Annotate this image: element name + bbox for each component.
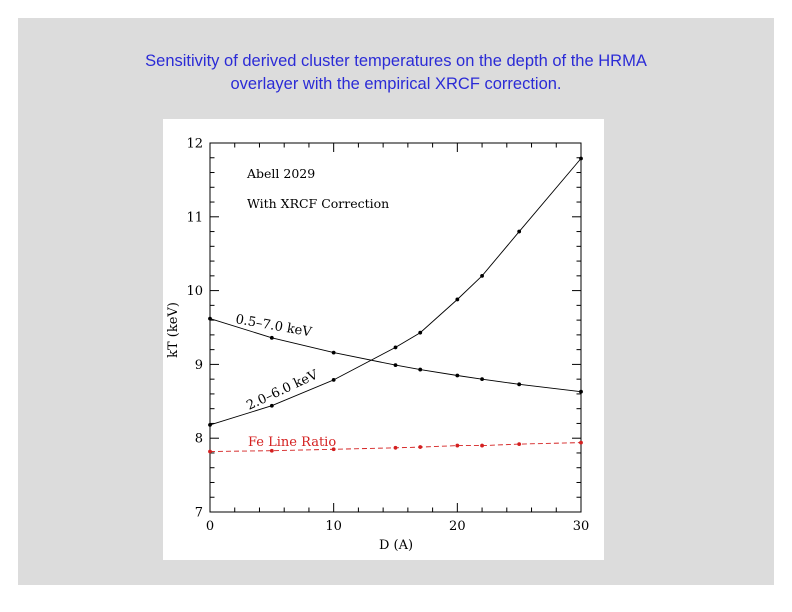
plot-frame [209,142,582,513]
data-point-series-2 [269,448,274,453]
data-point-series-2 [208,449,212,454]
x-axis-label: D (A) [379,538,413,553]
data-point-series-1 [393,345,398,350]
y-tick-label: 7 [195,506,203,521]
data-point-series-1 [480,273,484,278]
y-tick-label: 8 [195,432,203,447]
y-tick-label: 11 [186,210,203,225]
temperature-chart: 7 8 9 10 11 12 0 10 20 30 Abell 2029 With XRCF Co… [166,137,589,554]
data-point-series-2 [455,443,460,448]
data-point-series-0 [418,367,423,372]
x-tick-label: 10 [325,519,342,534]
data-point-series-2 [517,442,522,447]
labels-layer: 7 8 9 10 11 12 0 10 20 30 [186,137,589,535]
slide-caption: Sensitivity of derived cluster temperatu… [18,50,774,96]
data-point-series-0 [269,335,274,340]
annotation-cluster-name: Abell 2029 [246,166,315,181]
y-tick-label: 10 [186,284,203,299]
data-point-series-1 [269,403,274,408]
data-point-series-0 [517,382,522,387]
series-label-0-5-7-0-kev: 0.5–7.0 keV [234,312,313,340]
data-point-series-0 [208,316,212,321]
y-tick-label: 9 [195,358,203,373]
data-point-series-0 [480,377,484,382]
plot-panel: 7 8 9 10 11 12 0 10 20 30 Abell 2029 With XRCF Co… [163,119,604,560]
data-point-series-1 [455,297,460,302]
data-point-series-1 [517,229,522,234]
x-tick-label: 30 [573,519,590,534]
data-point-series-1 [208,423,212,427]
caption-line-2: overlayer with the empirical XRCF correc… [230,75,562,93]
series-label-fe-line-ratio: Fe Line Ratio [248,435,336,450]
data-point-series-0 [579,389,583,394]
data-point-series-1 [418,330,423,335]
annotation-correction: With XRCF Correction [247,196,389,211]
data-point-series-0 [393,363,398,368]
data-point-series-2 [418,445,423,449]
x-tick-label: 20 [449,519,466,534]
data-point-series-2 [331,447,336,452]
data-point-series-1 [579,156,583,161]
data-point-series-2 [393,445,398,450]
data-point-series-2 [480,443,484,448]
y-tick-label: 12 [186,137,203,152]
x-tick-label: 0 [206,519,214,534]
series-layer [208,156,583,454]
data-point-series-1 [331,377,336,382]
data-point-series-0 [331,350,336,355]
y-axis-label: kT (keV) [166,302,181,358]
caption-line-1: Sensitivity of derived cluster temperatu… [145,52,647,70]
data-point-series-2 [579,440,583,445]
data-point-series-0 [455,373,460,378]
